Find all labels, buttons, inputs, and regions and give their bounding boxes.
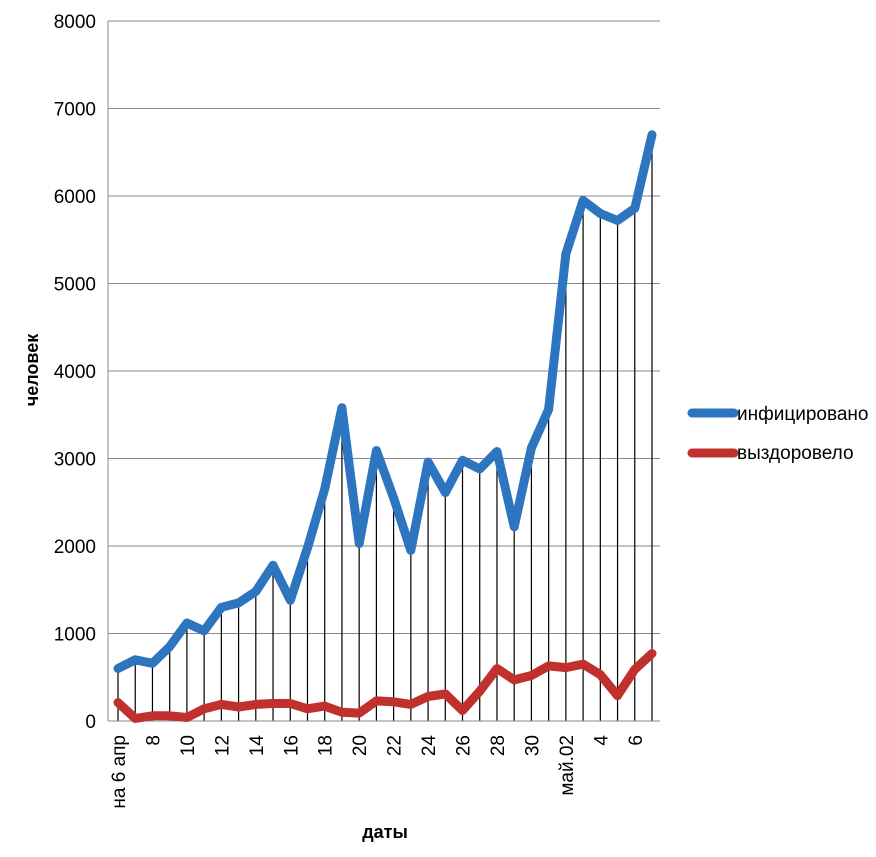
x-tick-label: на 6 апр — [109, 735, 130, 809]
legend: инфицировано выздоровело — [687, 404, 869, 464]
x-tick-label: 20 — [350, 735, 371, 756]
x-tick-label: 4 — [591, 735, 612, 746]
x-axis-title: даты — [362, 822, 408, 842]
y-tick-label: 8000 — [54, 12, 96, 33]
x-tick-label: 16 — [281, 735, 302, 756]
series-line-infected — [113, 130, 657, 673]
x-tick-label: 30 — [522, 735, 543, 756]
y-tick-label: 5000 — [54, 275, 96, 296]
x-tick-label: 22 — [385, 735, 406, 756]
x-tick-label: 18 — [316, 735, 337, 756]
y-tick-label: 7000 — [54, 100, 96, 121]
y-tick-labels: 0 1000 2000 3000 4000 5000 6000 7000 8000 — [54, 12, 96, 733]
x-tick-label: 12 — [212, 735, 233, 756]
x-tick-label: 10 — [178, 735, 199, 756]
x-tick-label: 28 — [488, 735, 509, 756]
series-lines — [113, 130, 657, 723]
y-axis-title: человек — [22, 333, 42, 406]
series-line-recovered — [113, 649, 657, 723]
x-tick-label: 8 — [143, 735, 164, 746]
y-tick-label: 4000 — [54, 362, 96, 383]
legend-label-infected: инфицировано — [737, 404, 869, 425]
x-tick-label: 14 — [247, 735, 268, 757]
y-tick-label: 6000 — [54, 187, 96, 208]
x-tick-label: 6 — [626, 735, 647, 746]
drop-lines — [117, 134, 653, 721]
x-tick-label: 24 — [419, 735, 440, 757]
axes — [107, 21, 660, 722]
y-tick-label: 3000 — [54, 450, 96, 471]
gridlines — [108, 20, 660, 634]
x-tick-label: май.02 — [557, 735, 578, 796]
y-tick-label: 1000 — [54, 625, 96, 646]
legend-label-recovered: выздоровело — [737, 443, 854, 464]
y-tick-label: 2000 — [54, 537, 96, 558]
y-tick-label: 0 — [85, 712, 96, 733]
x-tick-labels: на 6 апр 8 10 12 14 16 18 20 22 24 26 28 30 май.02 4 6 — [109, 735, 647, 809]
x-tick-label: 26 — [454, 735, 475, 756]
